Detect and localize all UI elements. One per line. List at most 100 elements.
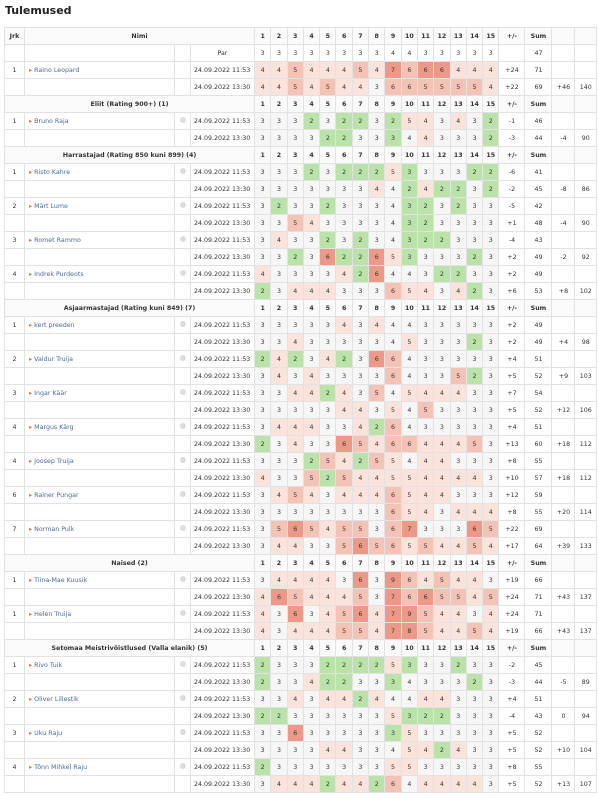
player-name[interactable]: Joosep Truija (24, 452, 175, 470)
avatar (174, 452, 191, 470)
round-diff: +5 (498, 367, 526, 385)
player-name[interactable]: Romet Rammo (24, 231, 175, 249)
hole-score: 3 (433, 520, 451, 538)
empty (551, 61, 576, 79)
round-sum: 66 (524, 622, 553, 640)
hole-score: 3 (335, 180, 353, 198)
col-hole: 9 (384, 299, 402, 317)
hole-score: 4 (384, 180, 402, 198)
avatar-icon (179, 695, 186, 701)
round-date: 24.09.2022 13:30 (190, 180, 255, 198)
section-title: Naised (2) (4, 554, 255, 572)
hole-score: 4 (416, 503, 435, 521)
round-date: 24.09.2022 13:30 (190, 503, 255, 521)
col-hole: 10 (400, 27, 418, 45)
hole-score: 2 (368, 418, 386, 436)
round-diff: +24 (498, 588, 526, 606)
total-diff: +10 (551, 741, 576, 759)
hole-score: 3 (286, 758, 304, 776)
col-hole: 15 (482, 27, 500, 45)
player-name[interactable]: Indrek Purdeots (24, 265, 175, 283)
round-diff: +5 (498, 741, 526, 759)
hole-score: 3 (319, 537, 337, 555)
table-row: Asjaarmastajad (Rating kuni 849) (7) 1 2 3 4… (4, 299, 597, 317)
player-name[interactable]: Oliver Lillestik (24, 690, 175, 708)
hole-score: 3 (416, 163, 435, 181)
hole-score: 3 (482, 707, 500, 725)
player-name[interactable]: Tiina-Mae Kuusik (24, 571, 175, 589)
hole-score: 3 (482, 452, 500, 470)
hole-score: 3 (286, 452, 304, 470)
col-hole: 14 (465, 299, 484, 317)
empty (24, 44, 175, 62)
hole-score: 6 (368, 248, 386, 266)
col-hole: 4 (302, 146, 321, 164)
hole-score: 4 (465, 469, 484, 487)
round-diff: -5 (498, 197, 526, 215)
col-hole: 4 (302, 95, 321, 113)
hole-score: 4 (286, 537, 304, 555)
player-name[interactable]: Bruno Raja (24, 112, 175, 130)
hole-score: 3 (433, 282, 451, 300)
hole-score: 3 (482, 435, 500, 453)
hole-score: 3 (433, 656, 451, 674)
round-sum: 53 (524, 282, 553, 300)
hole-score: 4 (416, 741, 435, 759)
player-name[interactable]: Risto Kahre (24, 163, 175, 181)
empty (174, 248, 191, 266)
hole-score: 3 (270, 758, 288, 776)
player-name[interactable]: Tõnn Mihkel Raju (24, 758, 175, 776)
total: 92 (574, 248, 597, 266)
player-name[interactable]: Märt Lume (24, 197, 175, 215)
round-sum: 45 (524, 180, 553, 198)
par-value: 4 (400, 44, 418, 62)
hole-score: 4 (302, 78, 321, 96)
player-name[interactable]: Valdur Truija (24, 350, 175, 368)
hole-score: 3 (482, 282, 500, 300)
player-name[interactable]: Margus Kärg (24, 418, 175, 436)
hole-score: 4 (335, 775, 353, 793)
avatar (174, 350, 191, 368)
hole-score: 3 (319, 724, 337, 742)
player-name[interactable]: Helen Truija (24, 605, 175, 623)
hole-score: 3 (286, 401, 304, 419)
hole-score: 5 (416, 537, 435, 555)
hole-score: 4 (368, 605, 386, 623)
hole-score: 4 (302, 622, 321, 640)
hole-score: 3 (482, 775, 500, 793)
hole-score: 3 (270, 690, 288, 708)
hole-score: 2 (351, 656, 370, 674)
col-hole: 12 (433, 299, 451, 317)
par-value: 3 (286, 44, 304, 62)
hole-score: 4 (270, 571, 288, 589)
hole-score: 3 (302, 537, 321, 555)
player-name[interactable]: Rainer Pungar (24, 486, 175, 504)
hole-score: 3 (449, 724, 467, 742)
round-date: 24.09.2022 13:30 (190, 622, 255, 640)
hole-score: 3 (465, 112, 484, 130)
hole-score: 6 (384, 78, 402, 96)
player-name[interactable]: kert preeden (24, 316, 175, 334)
hole-score: 4 (302, 282, 321, 300)
hole-score: 4 (319, 61, 337, 79)
round-sum: 45 (524, 656, 553, 674)
hole-score: 3 (319, 758, 337, 776)
hole-score: 3 (368, 112, 386, 130)
hole-score: 4 (302, 673, 321, 691)
player-name[interactable]: Rivo Tuik (24, 656, 175, 674)
col-hole: 11 (416, 146, 435, 164)
round-date: 24.09.2022 13:30 (190, 707, 255, 725)
player-name[interactable]: Raino Leopard (24, 61, 175, 79)
player-name[interactable]: Ingar Käär (24, 384, 175, 402)
empty (174, 707, 191, 725)
round-sum: 71 (524, 61, 553, 79)
player-name[interactable]: Norman Pulk (24, 520, 175, 538)
hole-score: 3 (270, 384, 288, 402)
player-name[interactable]: Uku Raju (24, 724, 175, 742)
par-label: Par (190, 44, 255, 62)
